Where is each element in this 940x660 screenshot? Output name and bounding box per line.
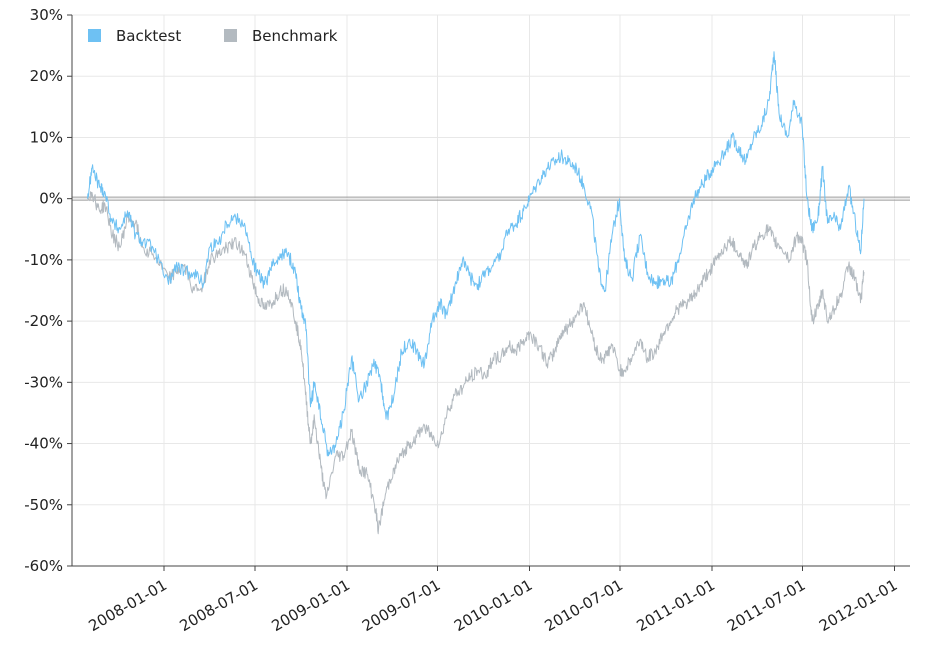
y-tick-label: -20%	[24, 312, 63, 330]
x-tick-label: 2012-01-01	[816, 576, 901, 635]
x-tick-label: 2011-07-01	[724, 576, 809, 635]
y-tick-label: -60%	[24, 557, 63, 575]
y-tick-label: 20%	[30, 67, 63, 85]
y-tick-label: -10%	[24, 251, 63, 269]
legend-swatch-benchmark	[224, 29, 237, 42]
legend-swatch-backtest	[88, 29, 101, 42]
y-tick-labels: 30% 20% 10% 0% -10% -20% -30% -40% -50% -60%	[24, 6, 72, 575]
x-tick-label: 2010-07-01	[541, 576, 626, 635]
series-layer	[87, 51, 865, 535]
y-tick-label: -40%	[24, 435, 63, 453]
x-tick-label: 2008-07-01	[176, 576, 261, 635]
y-tick-label: -30%	[24, 373, 63, 391]
y-tick-label: 10%	[30, 128, 63, 146]
grid	[72, 14, 910, 567]
x-tick-labels: 2008-01-01 2008-07-01 2009-01-01 2009-07-01…	[85, 566, 901, 635]
legend: Backtest Benchmark	[88, 27, 338, 45]
zero-line	[72, 196, 910, 201]
series-line-benchmark	[87, 191, 865, 535]
legend-label-backtest: Backtest	[116, 27, 181, 45]
y-tick-label: -50%	[24, 496, 63, 514]
x-tick-label: 2011-01-01	[633, 576, 718, 635]
x-tick-label: 2010-01-01	[451, 576, 536, 635]
x-tick-label: 2009-07-01	[359, 576, 444, 635]
y-tick-label: 0%	[39, 190, 63, 208]
y-tick-label: 30%	[30, 6, 63, 24]
x-tick-label: 2008-01-01	[85, 576, 170, 635]
x-tick-label: 2009-01-01	[268, 576, 353, 635]
axes	[71, 15, 910, 567]
series-line-backtest	[87, 51, 865, 457]
legend-label-benchmark: Benchmark	[252, 27, 338, 45]
